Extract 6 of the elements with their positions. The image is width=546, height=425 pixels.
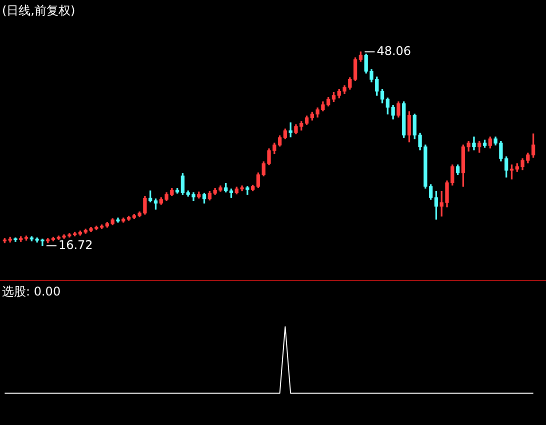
- chart-title: 选股: 0.00: [2, 284, 61, 298]
- annotation: 48.06: [376, 44, 412, 58]
- candlestick: [288, 122, 292, 138]
- chart-title: (日线,前复权): [2, 3, 76, 18]
- annotation: 16.72: [58, 238, 93, 252]
- candlestick: [246, 186, 250, 195]
